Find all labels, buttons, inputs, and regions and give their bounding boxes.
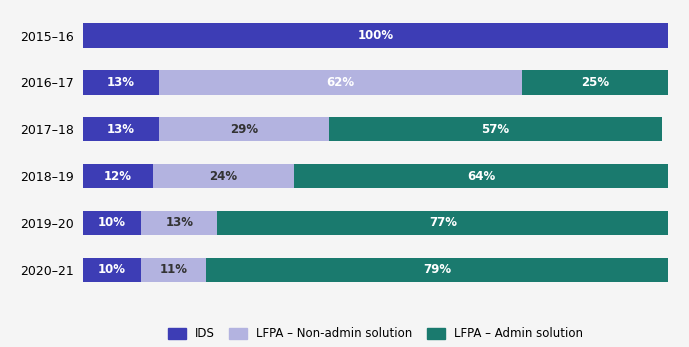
Bar	[522, 70, 668, 95]
Bar	[141, 211, 218, 235]
Text: 62%: 62%	[327, 76, 354, 89]
Bar	[329, 117, 662, 142]
Bar	[83, 70, 158, 95]
Legend: IDS, LFPA – Non-admin solution, LFPA – Admin solution: IDS, LFPA – Non-admin solution, LFPA – A…	[168, 327, 583, 340]
Text: 24%: 24%	[209, 170, 237, 183]
Text: 25%: 25%	[581, 76, 609, 89]
Bar	[83, 258, 141, 282]
Bar	[153, 164, 294, 188]
Text: 13%: 13%	[107, 76, 135, 89]
Bar	[158, 117, 329, 142]
Bar	[218, 211, 668, 235]
Bar	[83, 117, 158, 142]
Text: 13%: 13%	[165, 217, 194, 229]
Bar	[83, 23, 668, 48]
Bar	[83, 211, 141, 235]
Bar	[158, 70, 522, 95]
Bar	[205, 258, 668, 282]
Text: 29%: 29%	[229, 123, 258, 136]
Bar	[294, 164, 668, 188]
Text: 13%: 13%	[107, 123, 135, 136]
Text: 100%: 100%	[358, 29, 393, 42]
Bar	[141, 258, 205, 282]
Text: 10%: 10%	[98, 217, 126, 229]
Text: 12%: 12%	[104, 170, 132, 183]
Text: 64%: 64%	[466, 170, 495, 183]
Text: 11%: 11%	[159, 263, 187, 276]
Text: 10%: 10%	[98, 263, 126, 276]
Bar	[83, 164, 153, 188]
Text: 57%: 57%	[482, 123, 510, 136]
Text: 77%: 77%	[429, 217, 457, 229]
Text: 79%: 79%	[423, 263, 451, 276]
